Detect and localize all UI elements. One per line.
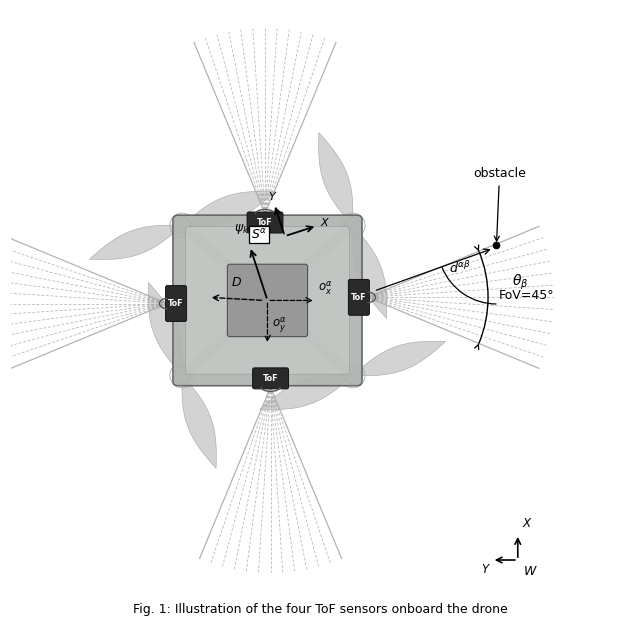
- Text: $o_y^{\alpha}$: $o_y^{\alpha}$: [272, 315, 287, 335]
- Polygon shape: [182, 192, 275, 226]
- Polygon shape: [148, 283, 182, 376]
- Polygon shape: [319, 133, 353, 226]
- Polygon shape: [90, 225, 182, 260]
- Circle shape: [173, 367, 191, 384]
- Polygon shape: [353, 342, 445, 376]
- Text: $S^{\alpha}$: $S^{\alpha}$: [251, 228, 267, 242]
- Polygon shape: [260, 375, 353, 409]
- Text: ToF: ToF: [168, 299, 184, 308]
- Text: Y: Y: [481, 563, 488, 576]
- Text: Y: Y: [269, 192, 275, 202]
- Polygon shape: [353, 226, 387, 318]
- FancyBboxPatch shape: [186, 227, 349, 374]
- Text: obstacle: obstacle: [473, 167, 526, 241]
- Text: $o_x^{\alpha}$: $o_x^{\alpha}$: [318, 279, 333, 297]
- Text: $D$: $D$: [232, 277, 243, 290]
- Text: X: X: [321, 218, 328, 228]
- Text: Fig. 1: Illustration of the four ToF sensors onboard the drone: Fig. 1: Illustration of the four ToF sen…: [132, 603, 508, 616]
- Circle shape: [173, 217, 191, 234]
- Text: X: X: [523, 517, 531, 530]
- Circle shape: [344, 217, 362, 234]
- Text: $\psi_k$: $\psi_k$: [234, 222, 250, 236]
- Text: ToF: ToF: [257, 218, 273, 227]
- FancyBboxPatch shape: [247, 212, 283, 233]
- FancyBboxPatch shape: [253, 368, 289, 389]
- FancyBboxPatch shape: [227, 264, 308, 337]
- Text: W: W: [524, 565, 536, 578]
- Text: $d^{\alpha\beta}$: $d^{\alpha\beta}$: [449, 260, 472, 276]
- Text: $\theta_{\beta}$: $\theta_{\beta}$: [512, 273, 528, 293]
- FancyBboxPatch shape: [166, 286, 187, 321]
- FancyBboxPatch shape: [173, 215, 362, 386]
- FancyBboxPatch shape: [348, 280, 369, 315]
- Circle shape: [344, 367, 362, 384]
- Polygon shape: [182, 376, 216, 468]
- Text: FoV=45°: FoV=45°: [499, 289, 555, 302]
- Text: ToF: ToF: [263, 374, 278, 383]
- Text: ToF: ToF: [351, 293, 367, 302]
